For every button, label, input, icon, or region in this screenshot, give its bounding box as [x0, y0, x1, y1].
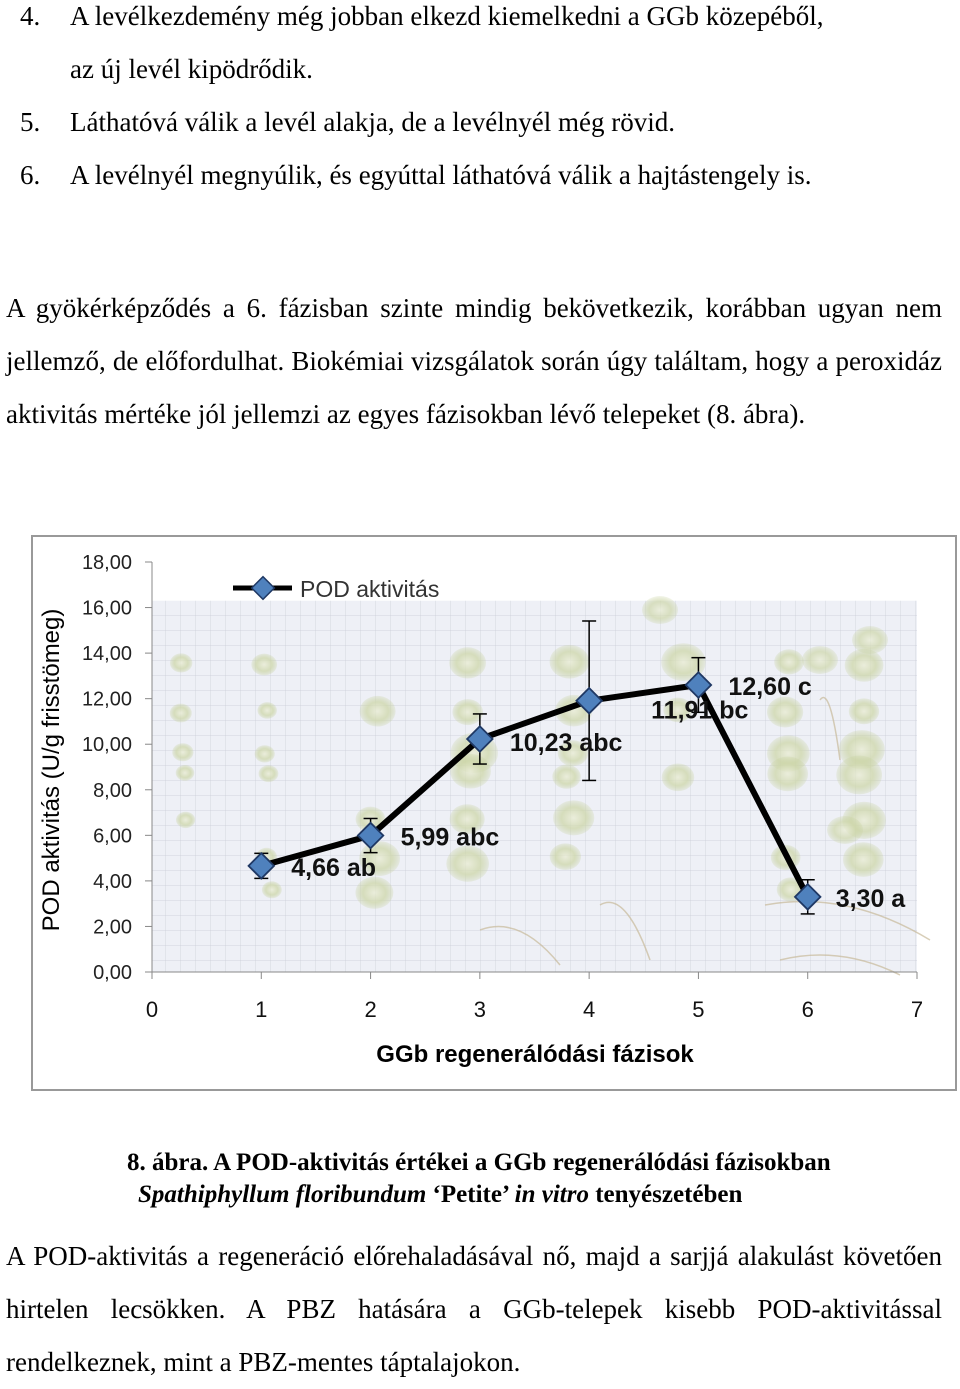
list-text: A levélnyél megnyúlik, és egyúttal látha…: [70, 160, 812, 190]
y-tick-label: 10,00: [82, 734, 132, 756]
plantlet: [663, 697, 693, 723]
plantlet: [446, 845, 490, 882]
y-tick-label: 4,00: [93, 871, 132, 893]
data-point: [575, 686, 604, 715]
y-tick-label: 8,00: [93, 780, 132, 802]
plantlet: [549, 644, 590, 679]
y-tick-label: 0,00: [93, 962, 132, 984]
data-label: 4,66 ab: [291, 854, 376, 882]
plantlet: [661, 763, 695, 792]
data-label: 5,99 abc: [401, 824, 500, 852]
y-tick-label: 12,00: [82, 689, 132, 711]
y-tick-label: 16,00: [82, 598, 132, 620]
x-tick-label: 4: [583, 997, 595, 1022]
plantlet: [766, 696, 804, 728]
body-paragraph: A POD-aktivitás a regeneráció előrehalad…: [6, 1241, 942, 1377]
data-label: 12,60 c: [728, 673, 812, 701]
caption-species: Spathiphyllum floribundum: [138, 1181, 427, 1208]
plantlet: [557, 740, 589, 767]
chart-legend: POD aktivitás: [233, 575, 439, 602]
x-tick-label: 7: [911, 997, 923, 1022]
y-tick-label: 14,00: [82, 643, 132, 665]
plantlet: [175, 764, 195, 781]
plantlet: [449, 804, 485, 835]
root: [599, 901, 651, 961]
plantlet: [549, 843, 582, 870]
plantlet: [359, 695, 396, 727]
data-point: [247, 851, 276, 880]
caption-rest: tenyészetében: [595, 1181, 743, 1208]
plantlet: [449, 647, 487, 679]
plantlet: [553, 800, 595, 836]
caption-title: A POD-aktivitás értékei a GGb regeneráló…: [213, 1149, 831, 1176]
y-axis-label: POD aktivitás (U/g frisstömeg): [38, 609, 65, 932]
plantlet: [848, 698, 880, 725]
x-tick-label: 5: [692, 997, 704, 1022]
plantlet: [802, 646, 838, 674]
list-text: Láthatóvá válik a levél alakja, de a lev…: [70, 107, 675, 137]
plantlet: [175, 811, 196, 829]
plantlet: [844, 648, 884, 682]
plantlet: [827, 816, 863, 844]
y-tick-label: 18,00: [82, 552, 132, 574]
data-point: [465, 724, 494, 753]
plantlet: [172, 743, 194, 762]
root: [479, 925, 561, 966]
root: [779, 954, 901, 976]
data-point: [356, 821, 385, 850]
data-label: 11,91 bc: [651, 697, 748, 725]
plantlet: [251, 653, 278, 676]
list-text: A levélkezdemény még jobban elkezd kieme…: [70, 1, 824, 31]
plantlet: [257, 702, 277, 719]
list-number: 5.: [20, 107, 41, 137]
y-tick-label: 2,00: [93, 916, 132, 938]
plantlet: [852, 626, 888, 654]
x-tick-label: 2: [364, 997, 376, 1022]
figure-caption: 8. ábra. A POD-aktivitás értékei a GGb r…: [127, 1147, 947, 1211]
data-label: 10,23 abc: [510, 729, 623, 757]
body-paragraph: A gyökérképződés a 6. fázisban szinte mi…: [6, 293, 942, 429]
list-number: 4.: [20, 1, 41, 31]
data-label: 3,30 a: [836, 885, 907, 913]
x-tick-label: 6: [802, 997, 814, 1022]
plantlet: [359, 841, 401, 876]
list-number: 6.: [20, 160, 41, 190]
plantlet: [774, 649, 804, 675]
plantlet: [254, 745, 275, 763]
x-tick-label: 1: [255, 997, 267, 1022]
plantlet: [767, 756, 809, 792]
list-text: az új levél kipödrődik.: [70, 54, 313, 84]
x-tick-label: 3: [474, 997, 486, 1022]
root: [819, 696, 841, 761]
plantlet: [661, 643, 706, 682]
plantlet: [642, 596, 678, 624]
plantlet-culture-photo: [152, 596, 931, 976]
legend-marker: [250, 575, 276, 601]
plantlet: [452, 699, 484, 726]
plantlet: [836, 755, 883, 795]
plantlet: [450, 753, 491, 789]
plantlet: [258, 765, 279, 783]
x-tick-label: 0: [146, 997, 158, 1022]
plantlet: [355, 876, 394, 909]
plantlet: [261, 881, 282, 899]
caption-cultivar: ‘Petite’: [432, 1181, 509, 1208]
plantlet: [169, 653, 193, 673]
plantlet: [552, 764, 581, 789]
plantlet: [169, 703, 192, 723]
data-point: [793, 882, 822, 911]
y-tick-label: 6,00: [93, 825, 132, 847]
x-axis-label: GGb regenerálódási fázisok: [376, 1041, 694, 1068]
caption-figure-number: 8. ábra.: [127, 1149, 209, 1176]
root: [764, 900, 931, 941]
data-point: [684, 670, 713, 700]
caption-invitro: in vitro: [514, 1181, 589, 1208]
legend-label: POD aktivitás: [300, 576, 439, 602]
plantlet: [842, 842, 884, 877]
series-line: [260, 682, 811, 899]
